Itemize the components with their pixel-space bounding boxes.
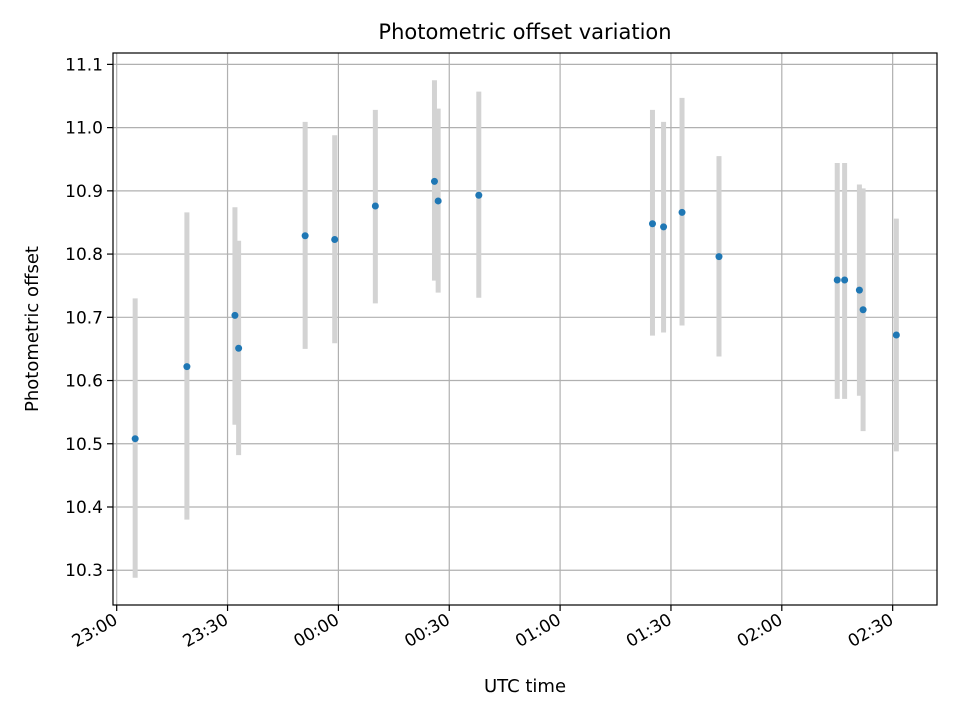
y-tick-label: 10.3 (65, 561, 103, 581)
data-point (231, 311, 239, 319)
data-point (183, 363, 191, 371)
data-point (434, 197, 442, 205)
plot-frame (112, 52, 938, 606)
y-tick-label: 10.9 (65, 182, 103, 202)
x-axis-label: UTC time (484, 676, 566, 697)
data-point (715, 253, 723, 261)
y-tick-label: 10.5 (65, 435, 103, 455)
y-tick-label: 10.4 (65, 498, 103, 518)
y-axis-ticks: 10.3 10.4 10.5 10.6 10.7 10.8 10.9 11.0 11.1 (65, 55, 113, 581)
y-tick-label: 11.1 (65, 55, 103, 75)
y-tick-label: 10.8 (65, 245, 103, 265)
data-point (235, 344, 243, 352)
data-point (892, 331, 900, 339)
data-point (301, 232, 309, 240)
data-point (833, 276, 841, 284)
data-point (678, 208, 686, 216)
data-point (331, 236, 339, 244)
data-point (855, 286, 863, 294)
chart-title: Photometric offset variation (378, 20, 671, 44)
data-point (131, 435, 139, 443)
data-point (648, 220, 656, 228)
data-point (841, 276, 849, 284)
y-tick-label: 10.7 (65, 308, 103, 328)
y-tick-label: 10.6 (65, 372, 103, 392)
data-point (859, 306, 867, 314)
data-point (371, 202, 379, 210)
y-axis-label: Photometric offset (22, 246, 43, 412)
data-point (660, 223, 668, 231)
data-points (131, 177, 900, 443)
data-point (475, 191, 483, 199)
grid-lines (113, 53, 937, 605)
y-tick-label: 11.0 (65, 119, 103, 139)
data-point (430, 177, 438, 185)
